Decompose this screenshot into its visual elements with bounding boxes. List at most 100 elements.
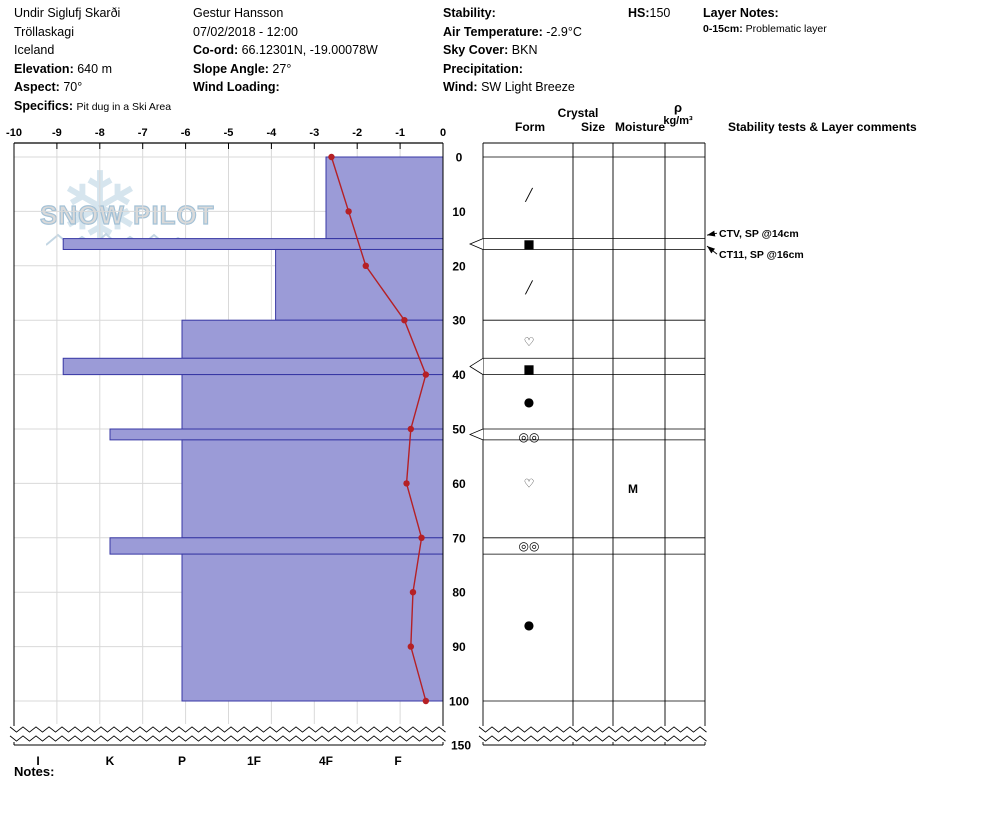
crystal-form-symbol: ╱ [524, 280, 533, 295]
thin-layer-marker [468, 428, 484, 441]
elevation-value: 640 m [77, 61, 112, 76]
specifics-value: Pit dug in a Ski Area [76, 100, 172, 113]
wind-row: Wind: SW Light Breeze [443, 78, 582, 97]
layer-note-text: Problematic layer [745, 22, 827, 35]
snow-layer-bar [181, 319, 444, 359]
depth-tick-label: 60 [452, 477, 466, 491]
hardness-tick-label: 1F [247, 754, 261, 768]
temp-tick-label: 0 [440, 127, 446, 139]
hs-value: 150 [649, 6, 671, 20]
depth-break-zigzag [478, 726, 707, 733]
sky-cover-label: Sky Cover: [443, 43, 509, 58]
temp-tick-label: -8 [95, 127, 105, 139]
temperature-point [418, 534, 425, 541]
crystal-form-symbol: ╱ [524, 187, 533, 202]
depth-tick-label: 20 [452, 259, 466, 273]
temp-tick-label: -2 [352, 127, 362, 139]
header-layer-notes-block: Layer Notes: 0-15cm: Problematic layer [703, 4, 827, 36]
snow-layer-bar [181, 553, 444, 702]
depth-tick-label: 50 [452, 423, 466, 437]
wind-loading-row: Wind Loading: [193, 78, 378, 97]
stability-annotation: CT11, SP @16cm [719, 249, 804, 261]
slope-angle-row: Slope Angle: 27° [193, 60, 378, 79]
aspect-row: Aspect: 70° [14, 78, 171, 97]
temp-tick-label: -5 [224, 127, 234, 139]
slope-angle-value: 27° [272, 61, 292, 76]
depth-tick-label: 30 [452, 314, 466, 328]
snow-layer-bar [62, 238, 444, 250]
wind-loading-label: Wind Loading: [193, 80, 280, 95]
hardness-tick-label: P [178, 754, 186, 768]
wind-value: SW Light Breeze [481, 80, 575, 95]
snow-layer-bar [62, 357, 444, 376]
snow-layer-bar [109, 428, 444, 441]
depth-break-zigzag [9, 726, 446, 733]
depth-break-zigzag [9, 735, 446, 742]
sky-cover-row: Sky Cover: BKN [443, 41, 582, 60]
layer-note-range: 0-15cm: [703, 22, 743, 35]
form-header: Form [515, 120, 545, 134]
crystal-form-symbol: ■ [523, 362, 534, 376]
observer-name: Gestur Hansson [193, 6, 284, 20]
temperature-point [403, 480, 410, 487]
temperature-point [362, 262, 369, 269]
temp-tick-label: -10 [6, 127, 22, 139]
stability-tests-header: Stability tests & Layer comments [728, 120, 917, 134]
crystal-form-symbol: ◎◎ [519, 430, 540, 444]
snow-layer-bar [275, 248, 444, 321]
temperature-point [345, 208, 352, 215]
thin-layer-marker [469, 357, 484, 375]
snow-layer-bar [181, 374, 444, 430]
region-name: Tröllaskagi [14, 24, 74, 39]
crystal-form-symbol: ● [524, 395, 534, 409]
temperature-point [422, 697, 430, 705]
temperature-point [401, 317, 408, 324]
specifics-label: Specifics: [14, 98, 74, 113]
hardness-tick-label: F [394, 754, 401, 768]
crystal-form-symbol: ♡ [524, 335, 535, 349]
temp-tick-label: -4 [267, 127, 278, 139]
depth-tick-label: 70 [452, 531, 466, 545]
stability-label: Stability: [443, 6, 496, 20]
depth-tick-label: 90 [452, 640, 466, 654]
hardness-tick-label: 4F [319, 754, 333, 768]
elevation-row: Elevation: 640 m [14, 60, 171, 79]
temp-tick-label: -7 [138, 127, 148, 139]
depth-tick-label: 100 [449, 695, 469, 709]
notes-label: Notes: [14, 764, 55, 779]
stability-annotation: CTV, SP @14cm [719, 228, 799, 240]
temperature-point [422, 371, 430, 378]
air-temp-label: Air Temperature: [443, 24, 543, 39]
temperature-point [328, 153, 335, 161]
crystal-form-symbol: ● [524, 618, 534, 632]
hs-label: HS: [628, 6, 650, 20]
temp-tick-label: -9 [52, 127, 62, 139]
specifics-row: Specifics: Pit dug in a Ski Area [14, 97, 171, 117]
air-temp-row: Air Temperature: -2.9°C [443, 23, 582, 42]
depth-break-zigzag [478, 735, 707, 742]
density-unit-header: kg/m³ [663, 115, 693, 127]
coord-row: Co-ord: 66.12301N, -19.00078W [193, 41, 378, 60]
temp-tick-label: -3 [309, 127, 319, 139]
elevation-label: Elevation: [14, 61, 74, 76]
crystal-header: Crystal [557, 106, 599, 120]
crystal-form-symbol: ♡ [524, 476, 535, 490]
hardness-tick-label: I [36, 754, 39, 768]
wind-label: Wind: [443, 80, 478, 95]
snow-layer-bar [325, 156, 444, 240]
air-temp-value: -2.9°C [546, 24, 582, 39]
annotation-arrow [706, 245, 718, 255]
hardness-tick-label: K [106, 754, 115, 768]
moisture-header: Moisture [614, 120, 666, 134]
precipitation-row: Precipitation: [443, 60, 582, 79]
hs-row: HS:150 [628, 4, 670, 23]
precipitation-label: Precipitation: [443, 61, 523, 76]
density-symbol-header: ρ [673, 100, 683, 115]
country-name: Iceland [14, 43, 55, 58]
crystal-form-symbol: ■ [523, 237, 534, 251]
slope-angle-label: Slope Angle: [193, 61, 269, 76]
stability-row: Stability: [443, 4, 582, 23]
header-weather-block: Stability: Air Temperature: -2.9°C Sky C… [443, 4, 582, 97]
size-header: Size [580, 120, 606, 134]
